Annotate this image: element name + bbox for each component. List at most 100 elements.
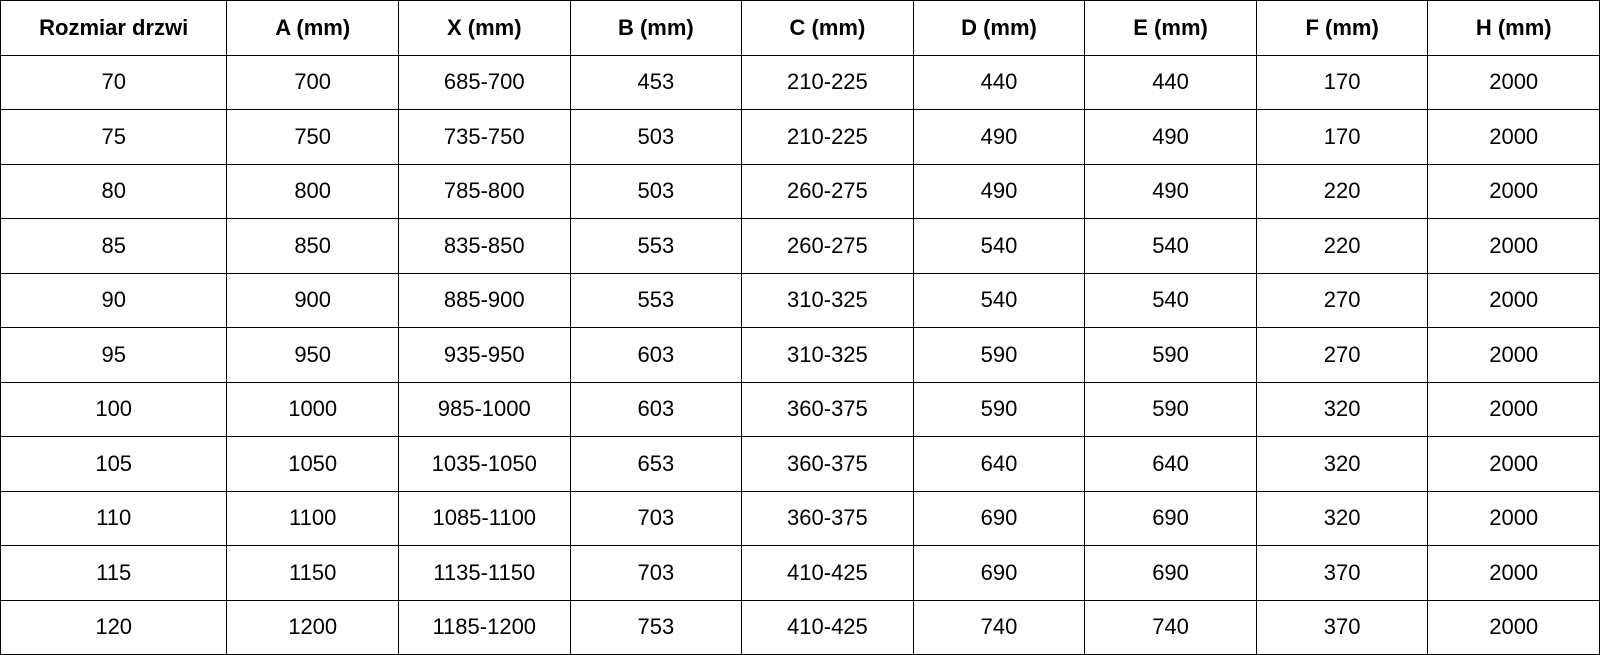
table-cell: 590 — [913, 328, 1085, 382]
table-cell: 835-850 — [398, 219, 570, 273]
table-cell: 220 — [1256, 219, 1428, 273]
table-cell: 690 — [1085, 491, 1256, 545]
table-cell: 603 — [570, 328, 742, 382]
table-cell: 270 — [1256, 273, 1428, 327]
table-cell: 503 — [570, 110, 742, 164]
table-cell: 75 — [1, 110, 227, 164]
table-cell: 900 — [227, 273, 398, 327]
table-cell: 2000 — [1428, 219, 1599, 273]
table-cell: 690 — [1085, 546, 1256, 600]
table-cell: 1085-1100 — [398, 491, 570, 545]
table-cell: 80 — [1, 164, 227, 218]
table-cell: 1200 — [227, 600, 398, 654]
table-cell: 590 — [913, 382, 1085, 436]
table-cell: 985-1000 — [398, 382, 570, 436]
table-cell: 2000 — [1428, 382, 1599, 436]
table-cell: 800 — [227, 164, 398, 218]
table-cell: 115 — [1, 546, 227, 600]
table-cell: 2000 — [1428, 55, 1599, 109]
table-cell: 100 — [1, 382, 227, 436]
table-cell: 170 — [1256, 55, 1428, 109]
table-cell: 95 — [1, 328, 227, 382]
table-cell: 1150 — [227, 546, 398, 600]
table-cell: 700 — [227, 55, 398, 109]
header-cell: F (mm) — [1256, 1, 1428, 55]
table-cell: 1100 — [227, 491, 398, 545]
table-cell: 540 — [913, 273, 1085, 327]
table-cell: 690 — [913, 491, 1085, 545]
table-cell: 85 — [1, 219, 227, 273]
table-cell: 640 — [913, 437, 1085, 491]
table-cell: 2000 — [1428, 600, 1599, 654]
table-cell: 310-325 — [742, 328, 913, 382]
table-cell: 1050 — [227, 437, 398, 491]
table-cell: 540 — [1085, 219, 1256, 273]
table-cell: 490 — [1085, 110, 1256, 164]
table-cell: 410-425 — [742, 600, 913, 654]
table-cell: 740 — [913, 600, 1085, 654]
table-cell: 440 — [1085, 55, 1256, 109]
header-cell: C (mm) — [742, 1, 913, 55]
table-cell: 170 — [1256, 110, 1428, 164]
table-cell: 503 — [570, 164, 742, 218]
table-cell: 105 — [1, 437, 227, 491]
table-cell: 2000 — [1428, 110, 1599, 164]
table-cell: 540 — [913, 219, 1085, 273]
table-cell: 690 — [913, 546, 1085, 600]
table-cell: 310-325 — [742, 273, 913, 327]
table-cell: 490 — [913, 110, 1085, 164]
header-cell: D (mm) — [913, 1, 1085, 55]
table-cell: 490 — [913, 164, 1085, 218]
table-cell: 935-950 — [398, 328, 570, 382]
table-cell: 270 — [1256, 328, 1428, 382]
table-cell: 2000 — [1428, 273, 1599, 327]
header-cell: A (mm) — [227, 1, 398, 55]
table-cell: 750 — [227, 110, 398, 164]
table-cell: 220 — [1256, 164, 1428, 218]
table-cell: 410-425 — [742, 546, 913, 600]
table-cell: 210-225 — [742, 55, 913, 109]
table-cell: 850 — [227, 219, 398, 273]
table-cell: 703 — [570, 491, 742, 545]
table-cell: 640 — [1085, 437, 1256, 491]
table-cell: 360-375 — [742, 491, 913, 545]
table-cell: 2000 — [1428, 491, 1599, 545]
table-cell: 590 — [1085, 382, 1256, 436]
table-cell: 70 — [1, 55, 227, 109]
table-cell: 210-225 — [742, 110, 913, 164]
table-cell: 950 — [227, 328, 398, 382]
table-cell: 753 — [570, 600, 742, 654]
header-cell: E (mm) — [1085, 1, 1256, 55]
table-cell: 2000 — [1428, 437, 1599, 491]
header-cell: H (mm) — [1428, 1, 1599, 55]
table-cell: 653 — [570, 437, 742, 491]
table-cell: 1185-1200 — [398, 600, 570, 654]
table-cell: 110 — [1, 491, 227, 545]
table-cell: 703 — [570, 546, 742, 600]
table-cell: 320 — [1256, 437, 1428, 491]
table-cell: 553 — [570, 273, 742, 327]
table-cell: 2000 — [1428, 546, 1599, 600]
header-cell: Rozmiar drzwi — [1, 1, 227, 55]
table-cell: 740 — [1085, 600, 1256, 654]
table-cell: 320 — [1256, 382, 1428, 436]
table-cell: 260-275 — [742, 219, 913, 273]
table-cell: 490 — [1085, 164, 1256, 218]
table-cell: 553 — [570, 219, 742, 273]
table-cell: 1000 — [227, 382, 398, 436]
table-cell: 885-900 — [398, 273, 570, 327]
table-cell: 785-800 — [398, 164, 570, 218]
header-cell: B (mm) — [570, 1, 742, 55]
table-cell: 370 — [1256, 600, 1428, 654]
table-cell: 590 — [1085, 328, 1256, 382]
table-cell: 2000 — [1428, 328, 1599, 382]
table-cell: 440 — [913, 55, 1085, 109]
table-cell: 260-275 — [742, 164, 913, 218]
table-cell: 120 — [1, 600, 227, 654]
table-cell: 1035-1050 — [398, 437, 570, 491]
table-cell: 90 — [1, 273, 227, 327]
table-cell: 735-750 — [398, 110, 570, 164]
table-cell: 360-375 — [742, 437, 913, 491]
